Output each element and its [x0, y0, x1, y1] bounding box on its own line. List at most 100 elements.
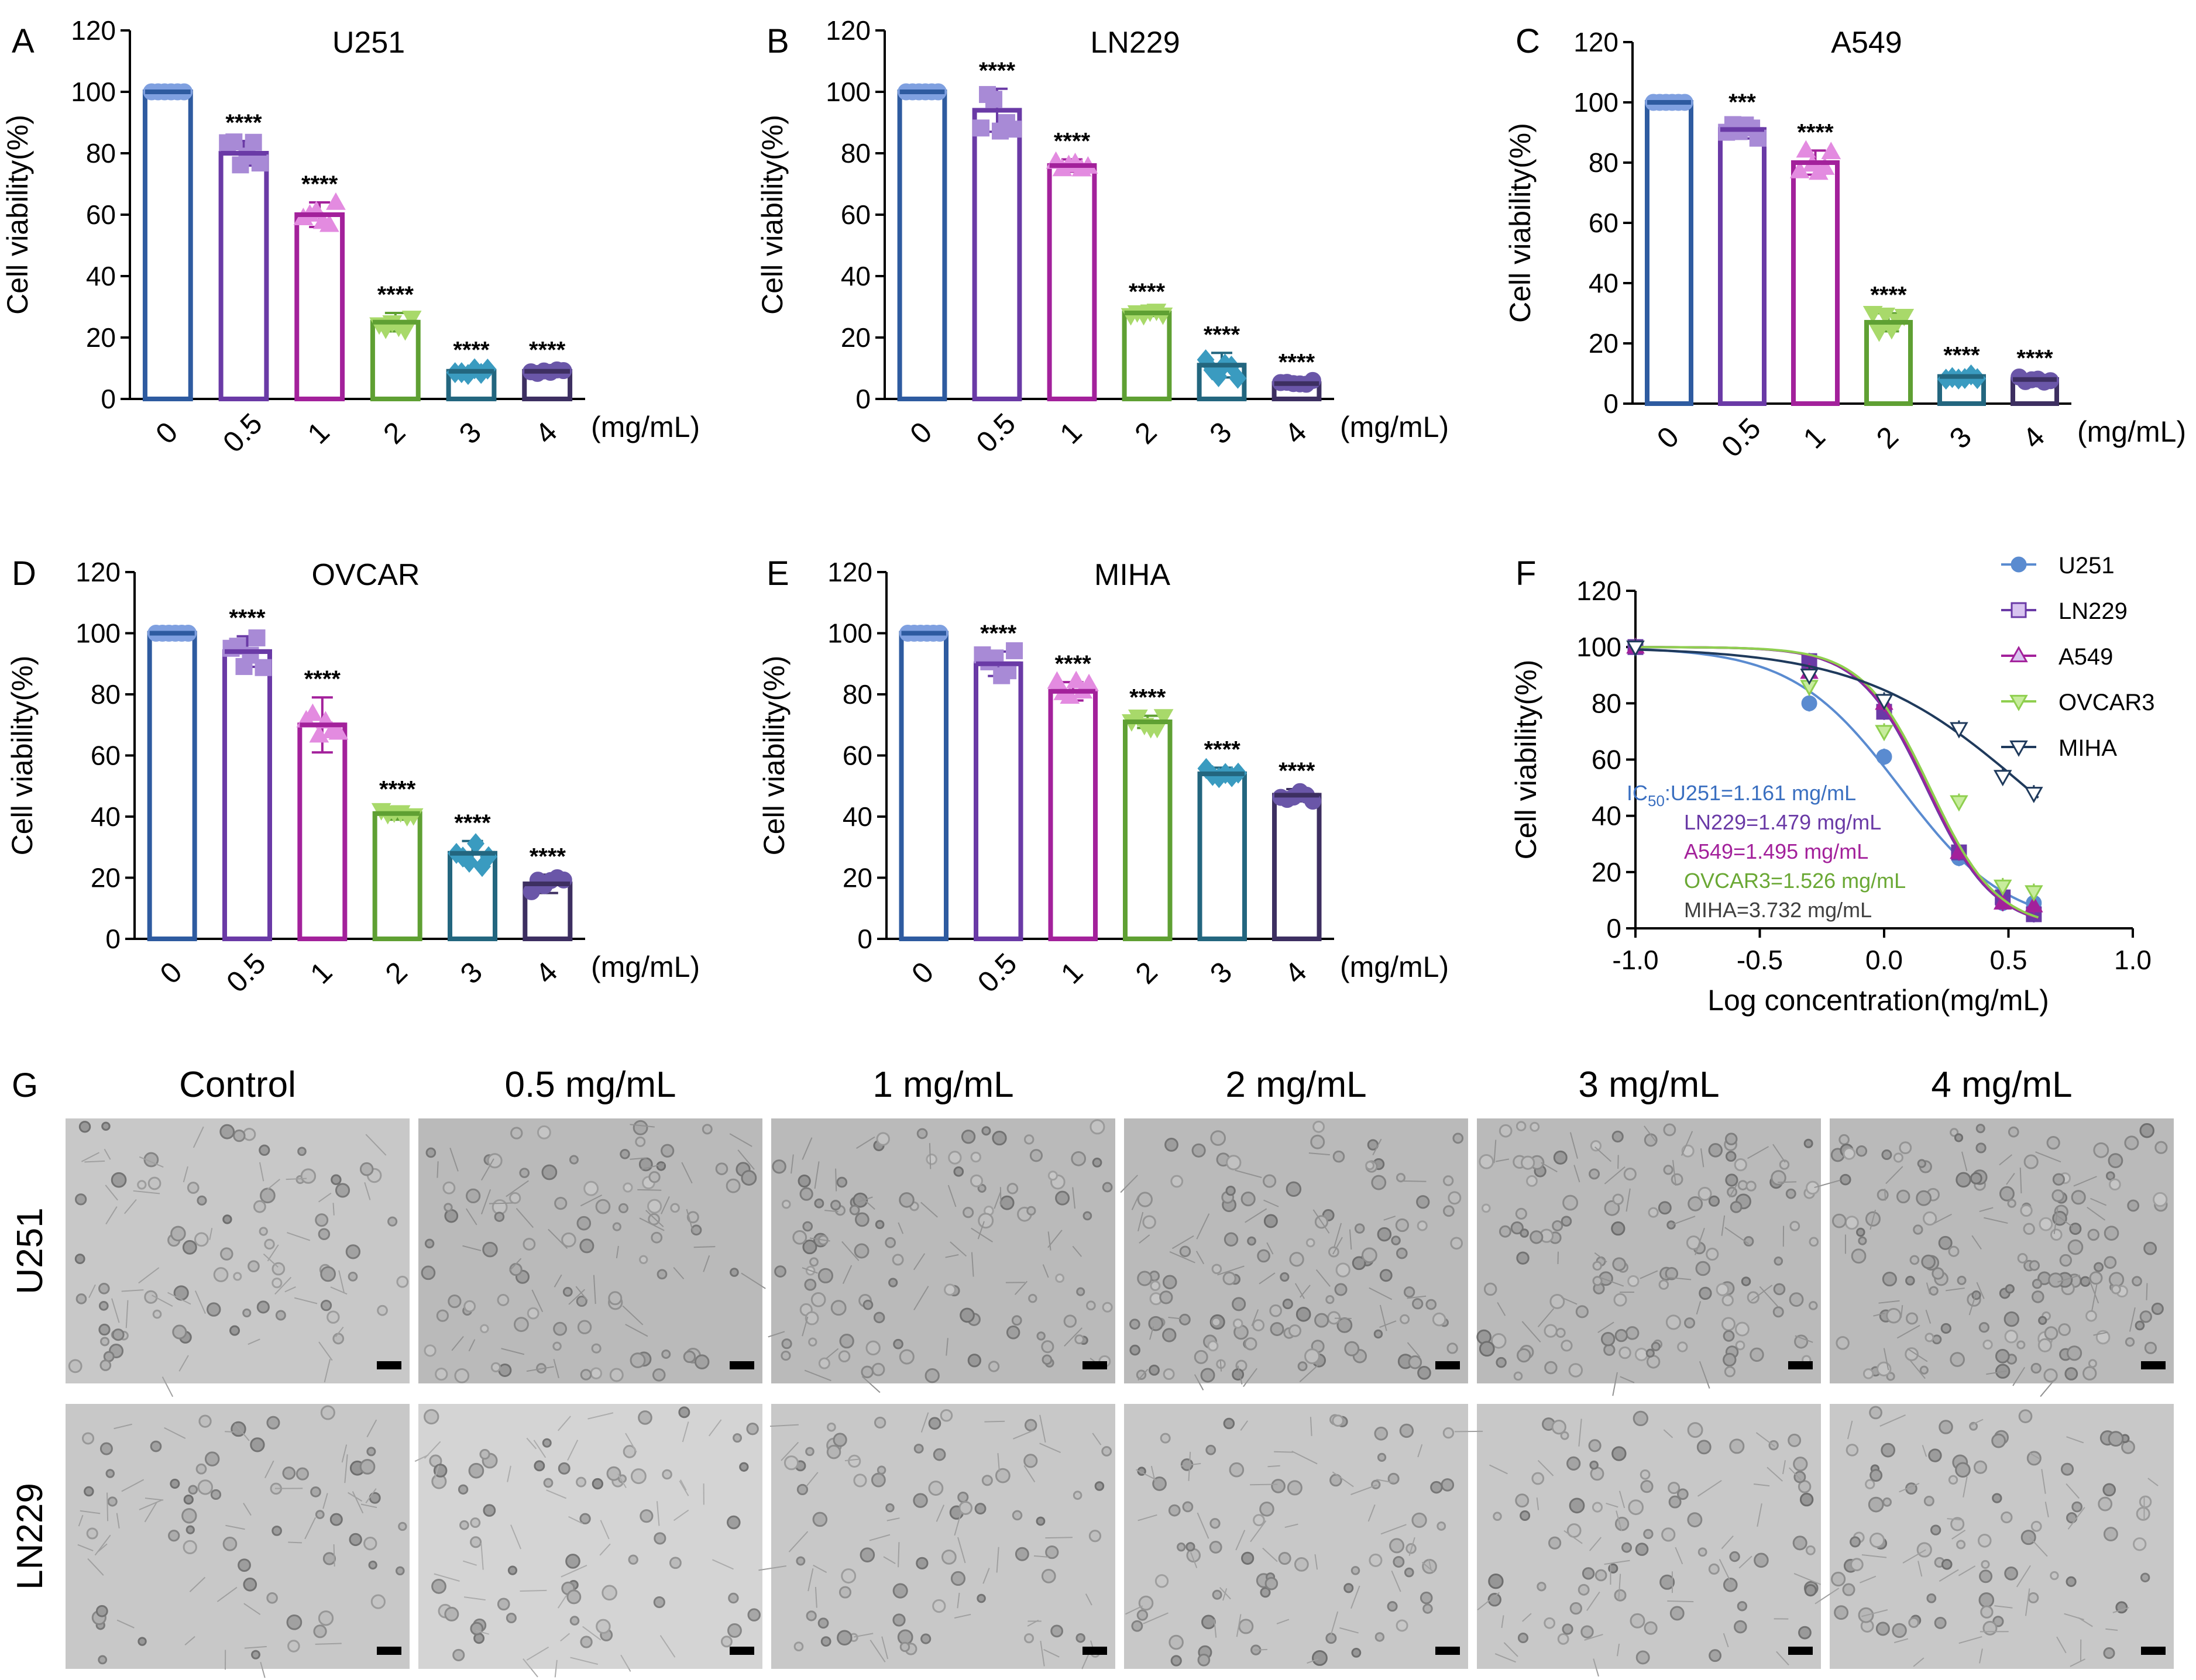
- cell: [1590, 1140, 1602, 1152]
- cell: [1991, 1433, 2006, 1448]
- cell-process: [1644, 1125, 1657, 1142]
- cell-process: [1814, 1179, 1841, 1189]
- data-point: [1950, 722, 1968, 739]
- cell: [1271, 1479, 1286, 1493]
- cell-process: [568, 1516, 583, 1524]
- cell: [1831, 1571, 1846, 1587]
- cell: [1136, 1369, 1147, 1380]
- series-MIHA: MIHA: [1626, 639, 2117, 804]
- y-tick-label: 20: [91, 863, 121, 893]
- data-point: [303, 703, 323, 721]
- cell-process: [124, 1199, 137, 1214]
- cell-process: [1023, 1465, 1036, 1483]
- cell-process: [1861, 1554, 1887, 1558]
- cell: [2103, 1647, 2115, 1660]
- y-tick-label: 20: [1589, 328, 1618, 359]
- cell-process: [2056, 1636, 2067, 1654]
- cell: [1924, 1333, 1934, 1342]
- cell: [552, 1341, 562, 1351]
- cell: [874, 1416, 886, 1429]
- cell: [733, 1433, 743, 1443]
- cell-process: [1976, 1282, 1985, 1299]
- cell: [2082, 1366, 2097, 1381]
- x-axis-label: Log concentration(mg/mL): [1707, 984, 2049, 1017]
- cell: [1448, 1191, 1462, 1205]
- cell-process: [161, 1376, 174, 1397]
- cell-process: [1586, 1591, 1600, 1612]
- cell-process: [344, 1454, 348, 1483]
- cell: [1950, 1128, 1959, 1137]
- cell: [2023, 1223, 2035, 1235]
- cell: [690, 1224, 702, 1236]
- cell: [1441, 1478, 1455, 1492]
- cell: [662, 1469, 672, 1480]
- cell-process: [1243, 1368, 1257, 1388]
- cell: [1029, 1149, 1043, 1162]
- cell: [1024, 1419, 1037, 1432]
- data-point: [1875, 725, 1893, 742]
- cell: [2004, 1567, 2018, 1581]
- cell-process: [1594, 1146, 1612, 1162]
- cell-process: [77, 1544, 94, 1552]
- cell-process: [1573, 1165, 1580, 1183]
- cell: [948, 1151, 962, 1165]
- cell: [370, 1594, 386, 1609]
- cell: [181, 1508, 197, 1524]
- cell: [1377, 1227, 1392, 1242]
- cell-process: [971, 1252, 974, 1277]
- cell: [2132, 1276, 2142, 1287]
- cell: [2085, 1310, 2097, 1322]
- cell: [1592, 1502, 1603, 1513]
- cell: [1417, 1220, 1428, 1231]
- x-tick-label: 0.0: [1865, 945, 1903, 975]
- cell: [802, 1240, 817, 1255]
- cell: [1102, 1182, 1113, 1193]
- cell: [1899, 1141, 1912, 1155]
- cell: [836, 1176, 848, 1188]
- cell: [275, 1310, 286, 1321]
- bar: [972, 108, 1022, 401]
- cell: [1389, 1538, 1405, 1554]
- cell: [1373, 1329, 1383, 1339]
- cell-process: [1064, 1327, 1083, 1347]
- cell: [1613, 1293, 1627, 1307]
- cell: [1162, 1328, 1177, 1342]
- cell: [458, 1484, 469, 1495]
- data-point: [1066, 670, 1087, 688]
- cell-process: [977, 1221, 985, 1240]
- cell: [1734, 1158, 1747, 1172]
- cell: [1026, 1206, 1036, 1216]
- cell: [1530, 1230, 1544, 1244]
- bar: [1047, 163, 1097, 401]
- cell-process: [1913, 1657, 1924, 1667]
- cell-process: [1085, 1593, 1092, 1606]
- cell: [916, 1128, 928, 1139]
- cell: [1603, 1344, 1616, 1356]
- cell-process: [523, 1658, 538, 1678]
- cell: [1160, 1433, 1171, 1444]
- cell-process: [1033, 1555, 1049, 1558]
- cell-process: [575, 1286, 588, 1302]
- cell: [827, 1422, 836, 1432]
- bar: [1645, 100, 1693, 406]
- cell: [2103, 1527, 2118, 1542]
- cell: [656, 1161, 666, 1171]
- cell-process: [463, 1560, 477, 1566]
- data-point: [326, 192, 346, 210]
- cell-process: [1861, 1609, 1888, 1617]
- cell-process: [686, 1209, 694, 1233]
- x-tick-label: 2: [1870, 420, 1905, 455]
- cell-process: [1793, 1573, 1822, 1585]
- cell-process: [1724, 1227, 1749, 1245]
- cell: [957, 1491, 969, 1503]
- cell: [1881, 1443, 1896, 1458]
- cell: [1721, 1317, 1736, 1331]
- cell: [826, 1444, 841, 1459]
- cell-process: [1369, 1287, 1393, 1300]
- y-tick-label: 60: [86, 199, 116, 230]
- ic50-label: OVCAR3=1.526 mg/mL: [1684, 869, 1906, 893]
- cell: [1634, 1348, 1648, 1361]
- cell: [1798, 1626, 1812, 1640]
- cell-process: [315, 1643, 342, 1645]
- y-tick-label: 120: [71, 15, 116, 46]
